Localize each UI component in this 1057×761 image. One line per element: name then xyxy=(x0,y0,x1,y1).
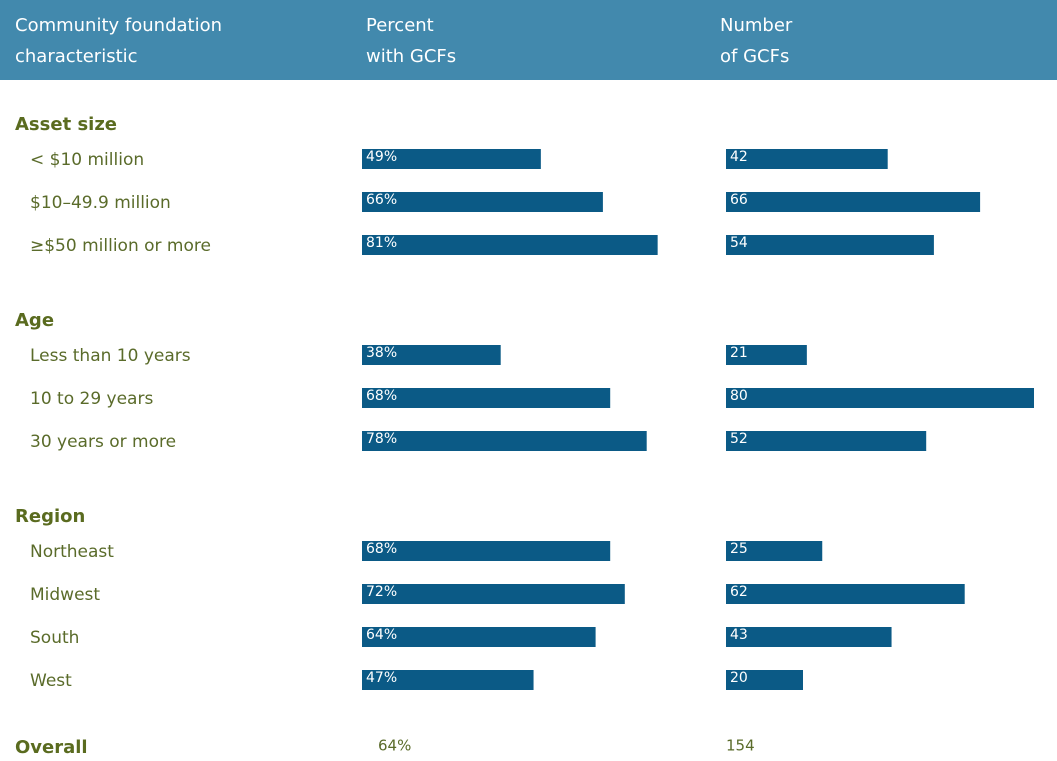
row-label: ≥$50 million or more xyxy=(30,236,211,256)
bar xyxy=(362,388,611,408)
bar xyxy=(726,235,934,255)
column-header: Community foundation xyxy=(15,15,222,36)
bar-label: 68% xyxy=(366,541,397,557)
bar xyxy=(362,345,501,365)
bar xyxy=(726,388,1034,408)
row-label: Northeast xyxy=(30,542,114,562)
row-label: $10–49.9 million xyxy=(30,193,171,213)
bar xyxy=(362,627,596,647)
column-header: Percent xyxy=(366,15,434,36)
group-label: Asset size xyxy=(15,114,117,135)
header-band xyxy=(0,0,1057,80)
bar-label: 66 xyxy=(730,192,748,208)
column-header: characteristic xyxy=(15,46,138,67)
bar-label: 38% xyxy=(366,345,397,361)
row-label: < $10 million xyxy=(30,150,144,170)
bar-label: 25 xyxy=(730,541,748,557)
row-label: 10 to 29 years xyxy=(30,389,153,409)
column-header: with GCFs xyxy=(366,46,456,67)
overall-value: 64% xyxy=(378,737,411,755)
group-label: Age xyxy=(15,310,54,331)
bar xyxy=(726,627,892,647)
bar-label: 49% xyxy=(366,149,397,165)
group-label: Overall xyxy=(15,737,88,758)
column-header: Number xyxy=(720,15,793,36)
group-label: Region xyxy=(15,506,85,527)
bar-label: 42 xyxy=(730,149,748,165)
bar-label: 81% xyxy=(366,235,397,251)
bar-label: 20 xyxy=(730,670,748,686)
bar-label: 62 xyxy=(730,584,748,600)
bar xyxy=(362,584,625,604)
row-label: 30 years or more xyxy=(30,432,176,452)
row-label: West xyxy=(30,671,72,691)
overall-value: 154 xyxy=(726,737,755,755)
bar-label: 43 xyxy=(730,627,748,643)
bar-label: 52 xyxy=(730,431,748,447)
bar-label: 66% xyxy=(366,192,397,208)
bar-label: 72% xyxy=(366,584,397,600)
row-label: Midwest xyxy=(30,585,100,605)
bar-label: 47% xyxy=(366,670,397,686)
bar xyxy=(362,541,611,561)
bar xyxy=(362,149,541,169)
bar xyxy=(726,149,888,169)
bar-label: 68% xyxy=(366,388,397,404)
bar xyxy=(726,431,927,451)
bar xyxy=(362,431,647,451)
bar-label: 21 xyxy=(730,345,748,361)
bar xyxy=(362,235,658,255)
row-label: South xyxy=(30,628,79,648)
bar xyxy=(726,670,803,690)
bar-label: 54 xyxy=(730,235,748,251)
bar xyxy=(726,345,807,365)
bar xyxy=(362,192,603,212)
bar xyxy=(726,584,965,604)
bar xyxy=(726,541,823,561)
column-header: of GCFs xyxy=(720,46,789,67)
bar xyxy=(726,192,981,212)
bar-label: 80 xyxy=(730,388,748,404)
bar-label: 78% xyxy=(366,431,397,447)
row-label: Less than 10 years xyxy=(30,346,191,366)
bar xyxy=(362,670,534,690)
bar-label: 64% xyxy=(366,627,397,643)
